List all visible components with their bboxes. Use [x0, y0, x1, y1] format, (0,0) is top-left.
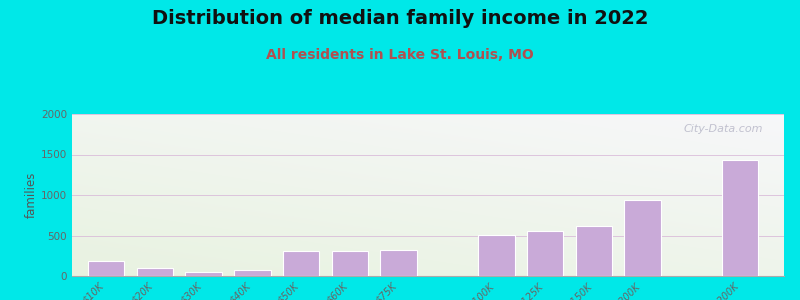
Text: All residents in Lake St. Louis, MO: All residents in Lake St. Louis, MO [266, 48, 534, 62]
Bar [478, 235, 514, 276]
Bar [234, 270, 270, 276]
Bar [88, 261, 125, 276]
Text: City-Data.com: City-Data.com [683, 124, 762, 134]
Bar [722, 160, 758, 276]
Y-axis label: families: families [25, 172, 38, 218]
Bar [381, 250, 417, 276]
Bar [283, 251, 319, 276]
Bar [624, 200, 661, 276]
Bar [526, 231, 563, 276]
Text: Distribution of median family income in 2022: Distribution of median family income in … [152, 9, 648, 28]
Bar [137, 268, 173, 276]
Bar [186, 272, 222, 276]
Bar [575, 226, 612, 276]
Bar [332, 251, 368, 276]
